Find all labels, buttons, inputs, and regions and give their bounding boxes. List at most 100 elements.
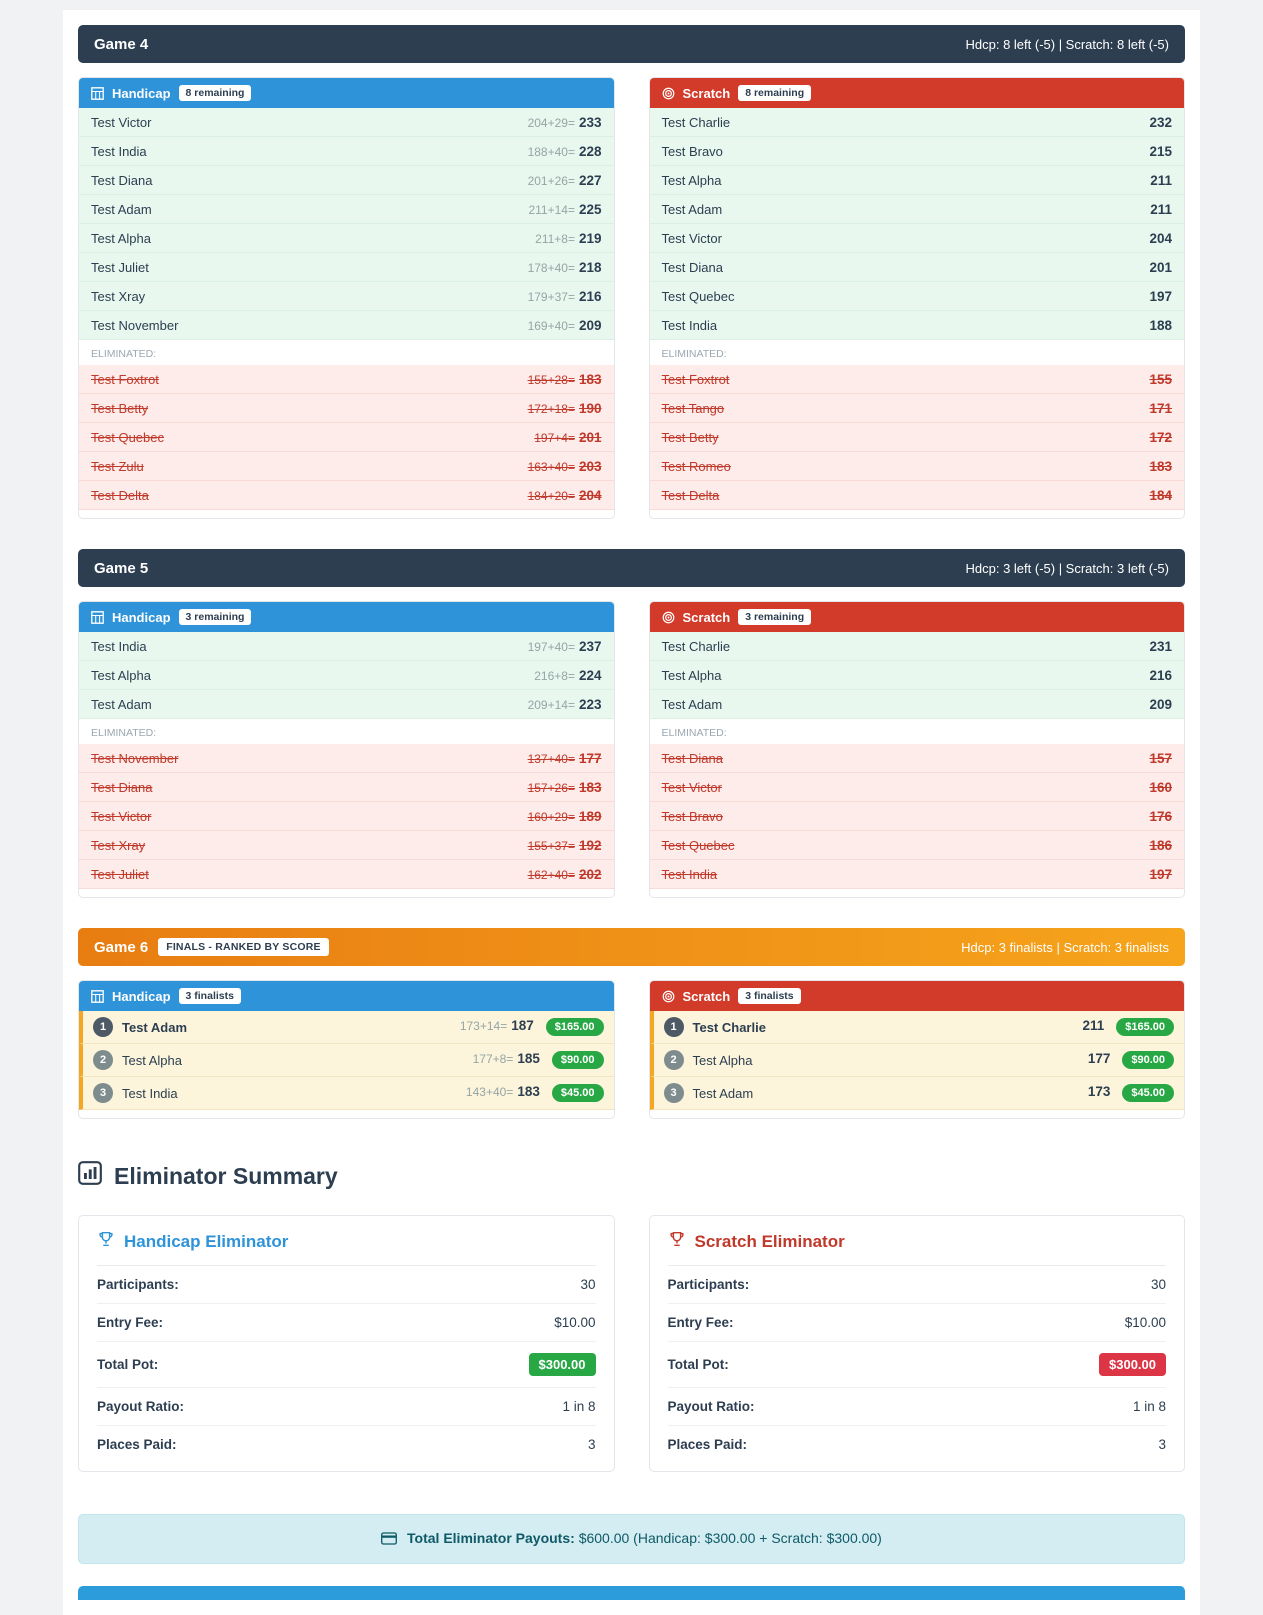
next-section-bar-partial [78,1586,1185,1600]
player-name: Test Alpha [661,667,722,683]
panel-title: Handicap [112,85,171,101]
summary-row: Total Pot: $300.00 [97,1342,596,1388]
score-calc: 211+8= [535,231,575,246]
summary-row: Total Pot: $300.00 [667,1342,1166,1388]
scratch-panel-body: Test Charlie 232 Test Bravo 215 Test Alpha… [649,108,1184,518]
score-total: 209 [1149,696,1172,712]
score-total: 216 [578,288,602,304]
score-calc: 162+40= [527,867,575,882]
payout-badge: $90.00 [551,1051,604,1069]
summary-value: 1 in 8 [1132,1399,1166,1414]
payment-card-icon [381,1532,398,1548]
handicap-panel-body: 1 Test Adam 173+14= 187 $165.00 2 Test Alpha… [79,1011,614,1118]
player-name: Test Alpha [91,230,151,246]
score-total: 183 [578,371,602,387]
player-row: Test Charlie 232 [649,108,1184,137]
score-calc: 197+40= [527,639,575,654]
player-row: Test Alpha 216+8= 224 [79,661,614,690]
player-name: Test Victor [91,808,152,824]
score-calc: 178+40= [527,260,575,275]
score-calc: 143+40= [465,1085,514,1099]
eliminated-row: Test Xray 155+37= 192 [79,831,614,860]
game-6-header: Game 6 FINALS - RANKED BY SCORE Hdcp: 3 … [78,928,1185,966]
finalist-row: 2 Test Alpha 177 $90.00 [649,1044,1184,1077]
player-name: Test Juliet [91,259,149,275]
score-total: 201 [1149,259,1172,275]
player-name: Test Quebec [91,429,164,445]
grid-icon [91,610,104,624]
remaining-badge: 8 remaining [738,85,812,101]
summary-label: Total Pot: [667,1357,729,1372]
score-total: 215 [1149,143,1172,159]
player-name: Test Bravo [661,808,723,824]
scratch-panel-body: Test Charlie 231 Test Alpha 216 Test Adam 2… [649,632,1184,897]
game-title-text: Game 5 [94,559,149,577]
score-total: 176 [1149,808,1172,824]
score-calc: 216+8= [534,668,575,683]
finalists-badge: 3 finalists [738,988,801,1004]
scratch-panel-header: Scratch 8 remaining [649,78,1184,108]
player-name: Test Juliet [91,866,149,882]
player-name: Test Diana [91,172,153,188]
player-row: Test Diana 201 [649,253,1184,282]
scratch-panel: Scratch 3 remaining Test Charlie 231 Test… [648,601,1185,898]
player-name: Test Betty [91,400,149,416]
score-calc: 209+14= [527,697,575,712]
score-total: 218 [578,259,602,275]
finalist-row: 2 Test Alpha 177+8= 185 $90.00 [79,1044,614,1077]
game-status: Hdcp: 3 left (-5) | Scratch: 3 left (-5) [965,560,1170,576]
player-name: Test Alpha [692,1052,753,1068]
panel-title: Scratch [682,609,731,625]
player-row: Test Xray 179+37= 216 [79,282,614,311]
finalist-row: 3 Test Adam 173 $45.00 [649,1077,1184,1110]
player-name: Test India [122,1085,178,1101]
eliminated-row: Test Zulu 163+40= 203 [79,452,614,481]
summary-row: Participants: 30 [667,1266,1166,1304]
score-total: 190 [578,400,602,416]
player-name: Test Diana [661,750,723,766]
summary-label: Payout Ratio: [97,1399,185,1414]
score-calc: 201+26= [527,173,575,188]
player-name: Test November [91,317,179,333]
score-total: 204 [1149,230,1172,246]
rank-badge: 1 [93,1017,113,1037]
player-name: Test Charlie [692,1019,766,1035]
player-name: Test Adam [91,201,152,217]
eliminated-label: ELIMINATED: [79,340,614,365]
finalists-badge: 3 finalists [178,988,241,1004]
player-row: Test Quebec 197 [649,282,1184,311]
game-6-panels: Handicap 3 finalists 1 Test Adam 173+14= 1… [78,980,1185,1119]
payout-badge: $45.00 [551,1084,604,1102]
score-total: 216 [1149,667,1172,683]
score-total: 227 [578,172,602,188]
player-name: Test Romeo [661,458,731,474]
game-status: Hdcp: 8 left (-5) | Scratch: 8 left (-5) [965,36,1170,52]
scratch-summary-card: Scratch Eliminator Participants: 30 Entry… [648,1215,1185,1472]
summary-label: Places Paid: [97,1437,177,1452]
player-row: Test Juliet 178+40= 218 [79,253,614,282]
summary-row: Participants: 30 [97,1266,596,1304]
panel-title: Scratch [682,85,731,101]
score-calc: 172+18= [527,401,575,416]
player-row: Test Alpha 211 [649,166,1184,195]
player-name: Test Xray [91,837,146,853]
card-title-text: Handicap Eliminator [124,1231,289,1251]
score-total: 160 [1149,779,1172,795]
summary-row: Payout Ratio: 1 in 8 [97,1388,596,1426]
score-calc: 204+29= [527,115,575,130]
summary-row: Entry Fee: $10.00 [97,1304,596,1342]
player-name: Test November [91,750,179,766]
panel-title: Scratch [682,988,731,1004]
player-name: Test Foxtrot [91,371,159,387]
target-icon [662,611,675,624]
player-row: Test November 169+40= 209 [79,311,614,340]
panel-title: Handicap [112,988,171,1004]
scratch-panel: Scratch 3 finalists 1 Test Charlie 211 $16… [648,980,1185,1119]
summary-value: 30 [580,1277,596,1292]
game-title: Game 6 FINALS - RANKED BY SCORE [94,938,329,956]
handicap-panel-header: Handicap 3 remaining [79,602,614,632]
score-total: 232 [1149,114,1172,130]
score-total: 219 [578,230,602,246]
player-row: Test Adam 209+14= 223 [79,690,614,719]
eliminated-row: Test Diana 157 [649,744,1184,773]
